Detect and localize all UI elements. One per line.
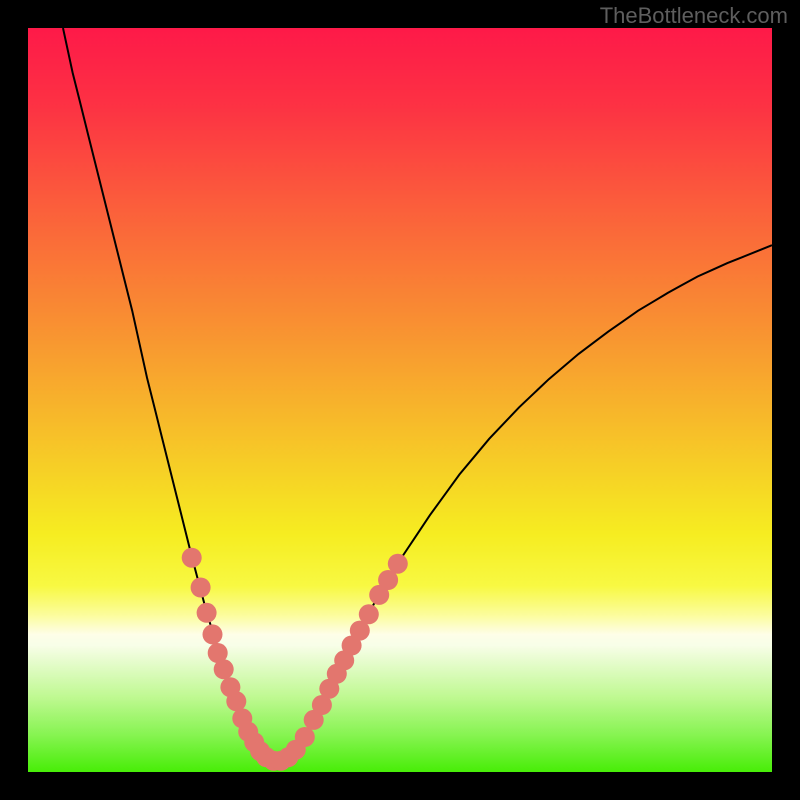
frame-border xyxy=(772,0,800,800)
bottleneck-chart xyxy=(28,28,772,772)
frame-border xyxy=(0,0,28,800)
watermark: TheBottleneck.com xyxy=(600,3,788,29)
frame-border xyxy=(0,772,800,800)
